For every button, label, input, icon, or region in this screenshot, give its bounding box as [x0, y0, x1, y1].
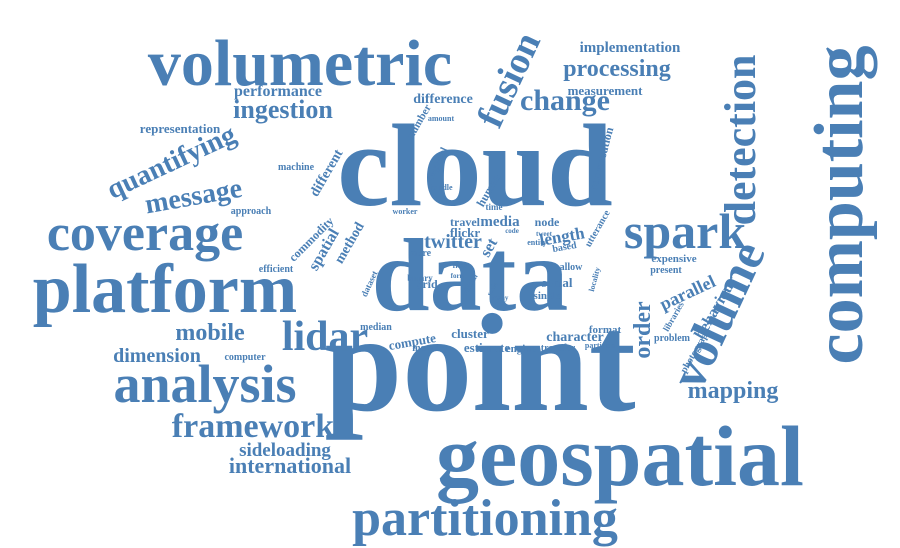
word-social: social — [541, 275, 572, 290]
word-mapping: mapping — [688, 378, 779, 404]
word-machine: machine — [278, 162, 315, 173]
word-based: based — [552, 240, 578, 255]
word-difference: difference — [413, 92, 473, 107]
word-entity: entity — [527, 238, 547, 247]
word-representation: representation — [140, 121, 221, 136]
word-lidar: lidar — [282, 314, 368, 360]
word-detection: detection — [716, 54, 765, 225]
word-coverage: coverage — [47, 205, 243, 262]
word-order: order — [630, 301, 656, 359]
word-cloud: cloud — [337, 100, 612, 231]
word-implementation: implementation — [580, 40, 681, 56]
word-efficient: efficient — [259, 264, 294, 275]
word-single: single — [534, 290, 561, 302]
word-twitter: twitter — [424, 231, 482, 253]
word-measurement: measurement — [568, 83, 644, 98]
word-memory: memory — [412, 343, 448, 354]
word-amount: amount — [428, 114, 455, 123]
word-transfer: transfer — [541, 343, 576, 354]
word-partitioning: partitioning — [352, 490, 618, 547]
word-international: international — [229, 453, 351, 478]
word-data: data — [372, 218, 568, 333]
word-estimate: estimate — [464, 340, 510, 355]
word-computer: computer — [224, 352, 266, 363]
word-framework: framework — [172, 408, 334, 445]
word-handle: handle — [429, 183, 453, 192]
word-form: form — [451, 272, 466, 280]
word-volumetric: volumetric — [148, 27, 452, 100]
word-allow: allow — [560, 262, 584, 273]
word-media: media — [480, 214, 520, 230]
word-expensive: expensive — [651, 253, 696, 265]
word-more: more — [409, 248, 432, 259]
word-flow: flow — [453, 261, 468, 270]
word-performance: performance — [234, 83, 322, 100]
word-partition: partition — [585, 341, 616, 350]
word-binary: binary — [407, 273, 433, 283]
word-platform: platform — [33, 251, 297, 328]
word-dimension: dimension — [113, 345, 201, 367]
word-spark: spark — [624, 203, 746, 259]
word-cluster: cluster — [451, 326, 489, 341]
word-analysis: analysis — [113, 354, 296, 414]
word-format: format — [589, 324, 622, 336]
word-worker: worker — [393, 207, 418, 216]
word-computing: computing — [801, 46, 878, 365]
word-present: present — [650, 265, 682, 276]
word-character: character — [546, 330, 604, 345]
word-processing: processing — [563, 56, 671, 82]
word-engine: engine — [506, 343, 537, 355]
word-geospatial: geospatial — [436, 408, 804, 504]
word-approach: approach — [231, 206, 272, 217]
word-sideloading: sideloading — [239, 440, 331, 461]
word-problem: problem — [654, 333, 691, 344]
word-point: point — [324, 286, 635, 441]
word-grid: grid — [416, 277, 438, 291]
word-node: node — [535, 215, 560, 229]
word-code: code — [505, 227, 519, 235]
word-many: many — [492, 294, 509, 302]
word-median: median — [360, 322, 392, 333]
word-mobile: mobile — [175, 320, 245, 346]
word-travel: travel — [450, 215, 481, 229]
word-time: time — [486, 202, 503, 212]
word-tweet: tweet — [536, 230, 553, 238]
word-ingestion: ingestion — [233, 95, 333, 124]
word-flickr: flickr — [450, 225, 481, 240]
word-change: change — [520, 84, 610, 117]
